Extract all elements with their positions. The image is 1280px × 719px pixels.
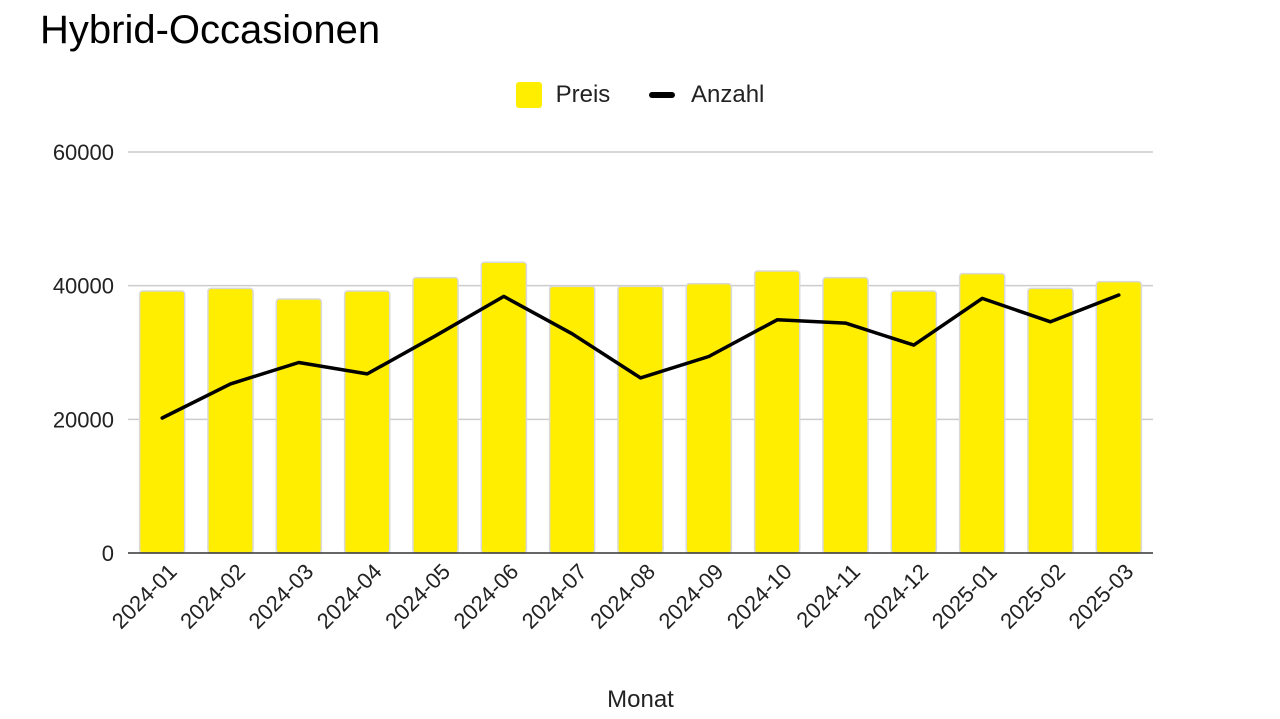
x-tick-label: 2025-03 [1064, 559, 1139, 634]
x-tick-label: 2024-09 [654, 559, 729, 634]
bar-preis [617, 285, 664, 554]
point-anzahl [1050, 321, 1051, 323]
point-anzahl [366, 373, 368, 375]
point-anzahl [981, 297, 983, 299]
x-tick-label: 2024-04 [312, 559, 387, 634]
x-tick-label: 2024-11 [791, 559, 865, 633]
point-anzahl [913, 344, 915, 346]
bar-preis [958, 272, 1006, 554]
legend-swatch-preis [515, 81, 542, 108]
bar-preis [275, 298, 323, 554]
bar-preis [1095, 280, 1143, 554]
y-tick-label: 60000 [53, 140, 114, 165]
bar-preis [138, 290, 186, 554]
point-anzahl [435, 335, 436, 337]
point-anzahl [708, 356, 710, 358]
x-axis-label: Monat [607, 686, 674, 713]
bar-preis [412, 276, 459, 554]
bar-preis [207, 287, 254, 554]
x-tick-label: 2025-02 [995, 559, 1070, 634]
point-anzahl [571, 333, 573, 335]
x-tick-label: 2024-02 [175, 559, 250, 634]
point-anzahl [230, 383, 231, 385]
bar-preis [822, 276, 869, 554]
x-tick-label: 2024-07 [517, 559, 592, 634]
x-tick-label: 2024-06 [449, 559, 524, 634]
bar-preis [685, 282, 733, 554]
bar-preis [753, 270, 801, 554]
x-tick-label: 2024-05 [380, 559, 455, 634]
y-tick-label: 40000 [53, 274, 114, 299]
x-tick-label: 2024-12 [859, 559, 934, 634]
x-tick-label: 2024-01 [107, 559, 182, 634]
bar-preis [343, 290, 391, 554]
point-anzahl [298, 362, 300, 364]
point-anzahl [845, 322, 846, 324]
point-anzahl [161, 417, 163, 419]
x-tick-label: 2025-01 [927, 559, 1002, 634]
y-tick-label: 20000 [53, 407, 114, 432]
point-anzahl [1118, 294, 1120, 296]
legend-label-anzahl: Anzahl [690, 80, 765, 108]
legend: Preis Anzahl [0, 80, 1280, 109]
point-anzahl [640, 377, 641, 379]
x-tick-label: 2024-08 [585, 559, 660, 634]
x-tick-label: 2024-10 [722, 559, 797, 634]
legend-item-anzahl: Anzahl [648, 80, 765, 109]
bar-preis [1027, 287, 1074, 554]
legend-label-preis: Preis [555, 80, 611, 108]
point-anzahl [776, 319, 778, 321]
chart-title: Hybrid-Occasionen [40, 8, 381, 52]
legend-item-preis: Preis [515, 80, 611, 109]
y-tick-label: 0 [102, 541, 114, 566]
x-tick-label: 2024-03 [244, 559, 319, 634]
bar-preis [890, 290, 938, 554]
point-anzahl [503, 295, 505, 297]
legend-swatch-anzahl [648, 91, 675, 98]
